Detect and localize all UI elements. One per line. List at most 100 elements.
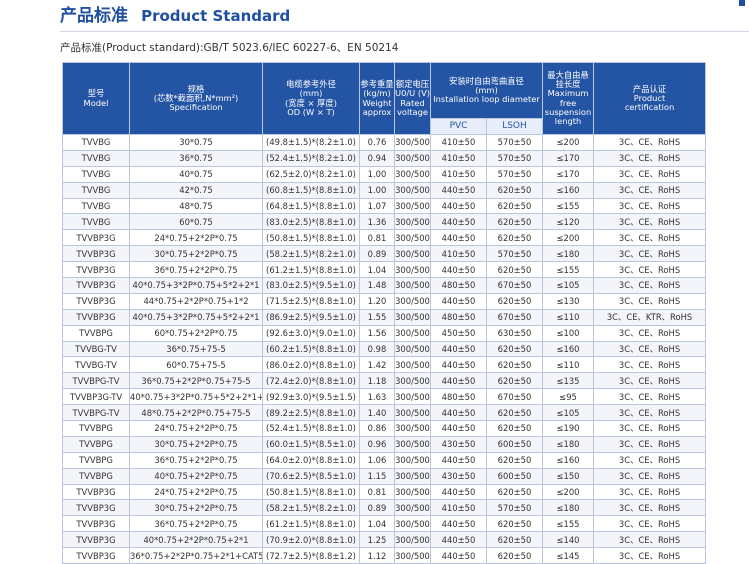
- cell-pvc-loop: 450±50: [430, 324, 487, 342]
- cell-lsoh-loop: 670±50: [485, 277, 544, 294]
- cell-specification: 36*0.75: [129, 149, 263, 167]
- cell-lsoh-loop: 620±50: [485, 404, 544, 422]
- cell-suspension: ≤190: [542, 420, 595, 437]
- cell-certification: 3C、CE、RoHS: [593, 324, 707, 342]
- cell-lsoh-loop: 620±50: [485, 197, 544, 215]
- cell-certification: 3C、CE、RoHS: [593, 181, 707, 199]
- cell-pvc-loop: 440±50: [430, 483, 487, 501]
- table-row: TVVBG 36*0.75 (52.4±1.5)*(8.2±1.0) 0.94 300/…: [62, 149, 707, 167]
- product-standard-table: 型号 Model 规格 (芯数*截面积,N*mm²) Specification…: [62, 62, 707, 564]
- cell-pvc-loop: 410±50: [430, 245, 487, 263]
- cell-suspension: ≤150: [542, 467, 595, 485]
- cell-specification: 36*0.75+2*2P*0.75+2*1+CAT5E: [129, 547, 263, 564]
- cell-specification: 40*0.75+3*2P*0.75+5*2+2*1+75-5: [129, 388, 263, 406]
- cell-model: TVVBG: [62, 134, 130, 151]
- cell-pvc-loop: 440±50: [430, 213, 487, 231]
- header-pvc: PVC: [430, 118, 487, 135]
- cell-lsoh-loop: 620±50: [485, 181, 544, 199]
- table-row: TVVBP3G 30*0.75+2*2P*0.75 (58.2±1.5)*(8.2±…: [62, 499, 707, 517]
- cell-certification: 3C、CE、RoHS: [593, 531, 707, 549]
- cell-voltage: 300/500: [394, 404, 431, 422]
- cell-weight: 1.40: [359, 404, 395, 422]
- cell-suspension: ≤95: [542, 388, 595, 406]
- cell-certification: 3C、CE、RoHS: [593, 165, 707, 183]
- cell-weight: 1.15: [359, 467, 395, 485]
- cell-weight: 1.12: [359, 547, 395, 564]
- title-divider: [60, 31, 749, 32]
- cell-suspension: ≤180: [542, 435, 595, 453]
- cell-od: (52.4±1.5)*(8.8±1.0): [262, 420, 360, 437]
- cell-lsoh-loop: 620±50: [485, 483, 544, 501]
- cell-pvc-loop: 440±50: [430, 356, 487, 374]
- table-row: TVVBPG-TV 36*0.75+2*2P*0.75+75-5 (72.4±2.0…: [62, 372, 707, 390]
- cell-model: TVVBPG-TV: [62, 372, 130, 390]
- cell-od: (62.5±2.0)*(8.2±1.0): [262, 165, 360, 183]
- cell-pvc-loop: 480±50: [430, 388, 487, 406]
- header-weight: 参考重量 (kg/m) Weight approx: [359, 62, 395, 135]
- cell-weight: 1.48: [359, 277, 395, 294]
- cell-certification: 3C、CE、RoHS: [593, 245, 707, 263]
- cell-specification: 24*0.75+2*2P*0.75: [129, 420, 263, 437]
- cell-specification: 30*0.75+2*2P*0.75: [129, 499, 263, 517]
- table-row: TVVBP3G 40*0.75+3*2P*0.75+5*2+2*1 (86.9±2.…: [62, 308, 707, 326]
- table-row: TVVBPG 30*0.75+2*2P*0.75 (60.0±1.5)*(8.5±1…: [62, 435, 707, 453]
- cell-od: (49.8±1.5)*(8.2±1.0): [262, 134, 360, 151]
- cell-voltage: 300/500: [394, 372, 431, 390]
- cell-lsoh-loop: 620±50: [485, 372, 544, 390]
- cell-model: TVVBPG: [62, 435, 130, 453]
- table-row: TVVBPG 36*0.75+2*2P*0.75 (64.0±2.0)*(8.8±1…: [62, 451, 707, 469]
- cell-weight: 1.07: [359, 197, 395, 215]
- cell-voltage: 300/500: [394, 213, 431, 231]
- cell-certification: 3C、CE、RoHS: [593, 451, 707, 469]
- cell-lsoh-loop: 620±50: [485, 340, 544, 358]
- cell-pvc-loop: 430±50: [430, 435, 487, 453]
- header-certification: 产品认证 Product certification: [593, 62, 707, 135]
- cell-pvc-loop: 410±50: [430, 165, 487, 183]
- cell-suspension: ≤145: [542, 547, 595, 564]
- cell-weight: 1.25: [359, 531, 395, 549]
- table-body: TVVBG 30*0.75 (49.8±1.5)*(8.2±1.0) 0.76 300/…: [62, 134, 707, 564]
- cell-lsoh-loop: 570±50: [485, 499, 544, 517]
- table-row: TVVBG 42*0.75 (60.8±1.5)*(8.8±1.0) 1.00 300/…: [62, 181, 707, 199]
- cell-weight: 1.20: [359, 292, 395, 310]
- cell-certification: 3C、CE、RoHS: [593, 483, 707, 501]
- cell-od: (86.0±2.0)*(8.8±1.0): [262, 356, 360, 374]
- cell-model: TVVBPG: [62, 420, 130, 437]
- cell-weight: 0.94: [359, 149, 395, 167]
- cell-lsoh-loop: 630±50: [485, 324, 544, 342]
- cell-model: TVVBG: [62, 165, 130, 183]
- cell-certification: 3C、CE、RoHS: [593, 388, 707, 406]
- header-lsoh: LSOH: [485, 118, 544, 135]
- cell-specification: 44*0.75+2*2P*0.75+1*2: [129, 292, 263, 310]
- cell-weight: 1.56: [359, 324, 395, 342]
- cell-specification: 60*0.75: [129, 213, 263, 231]
- cell-lsoh-loop: 600±50: [485, 435, 544, 453]
- cell-suspension: ≤120: [542, 213, 595, 231]
- cell-specification: 48*0.75+2*2P*0.75+75-5: [129, 404, 263, 422]
- cell-suspension: ≤155: [542, 261, 595, 279]
- cell-certification: 3C、CE、RoHS: [593, 547, 707, 564]
- cell-model: TVVBP3G: [62, 292, 130, 310]
- cell-od: (92.6±3.0)*(9.0±1.0): [262, 324, 360, 342]
- cell-lsoh-loop: 620±50: [485, 261, 544, 279]
- cell-pvc-loop: 440±50: [430, 547, 487, 564]
- cell-suspension: ≤100: [542, 324, 595, 342]
- cell-specification: 24*0.75+2*2P*0.75: [129, 229, 263, 247]
- cell-voltage: 300/500: [394, 547, 431, 564]
- cell-suspension: ≤200: [542, 483, 595, 501]
- table-row: TVVBP3G 30*0.75+2*2P*0.75 (58.2±1.5)*(8.2±…: [62, 245, 707, 263]
- cell-od: (70.6±2.5)*(8.5±1.0): [262, 467, 360, 485]
- cell-suspension: ≤160: [542, 451, 595, 469]
- cell-lsoh-loop: 620±50: [485, 229, 544, 247]
- cell-pvc-loop: 440±50: [430, 372, 487, 390]
- cell-suspension: ≤110: [542, 356, 595, 374]
- cell-od: (61.2±1.5)*(8.8±1.0): [262, 261, 360, 279]
- header-specification: 规格 (芯数*截面积,N*mm²) Specification: [129, 62, 263, 135]
- cell-certification: 3C、CE、RoHS: [593, 197, 707, 215]
- cell-od: (50.8±1.5)*(8.8±1.0): [262, 483, 360, 501]
- cell-od: (50.8±1.5)*(8.8±1.0): [262, 229, 360, 247]
- cell-suspension: ≤135: [542, 372, 595, 390]
- cell-voltage: 300/500: [394, 149, 431, 167]
- cell-od: (86.9±2.5)*(9.5±1.0): [262, 308, 360, 326]
- cell-voltage: 300/500: [394, 229, 431, 247]
